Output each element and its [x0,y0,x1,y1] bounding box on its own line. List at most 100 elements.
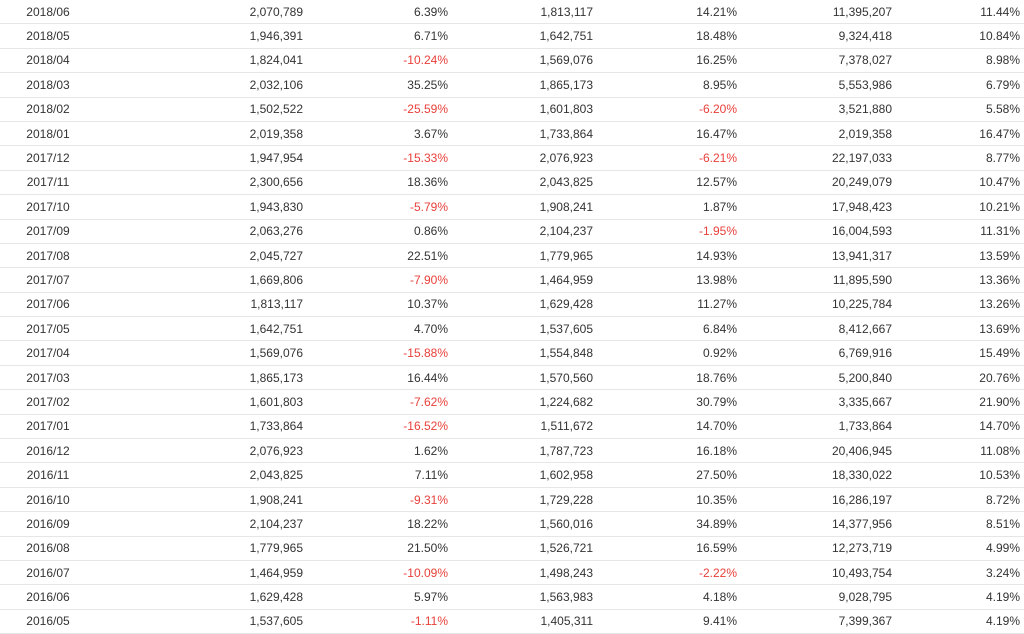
change-2-cell: 16.47% [593,121,737,147]
change-1-cell: -10.24% [303,48,448,74]
change-3-cell: 11.31% [892,219,1024,244]
value-3-cell: 18,330,022 [737,462,892,488]
table-row: 2016/10 1,908,241 -9.31% 1,729,228 10.35% 16,… [0,487,1024,513]
table-row: 2017/12 1,947,954 -15.33% 2,076,923 -6.21% 22… [0,145,1024,171]
value-2-cell: 1,908,241 [448,194,593,220]
change-3-cell: 13.59% [892,243,1024,269]
change-1-cell: -15.88% [303,340,448,366]
value-2-cell: 1,642,751 [448,23,593,49]
value-3-cell: 3,521,880 [737,97,892,122]
value-1-cell: 1,569,076 [96,340,303,366]
value-1-cell: 1,779,965 [96,536,303,561]
month-cell: 2017/03 [0,365,96,391]
table-row: 2017/02 1,601,803 -7.62% 1,224,682 30.79% 3,3… [0,389,1024,415]
value-1-cell: 2,043,825 [96,462,303,488]
change-2-cell: 14.21% [593,0,737,25]
value-3-cell: 16,004,593 [737,219,892,244]
value-2-cell: 1,787,723 [448,438,593,464]
change-3-cell: 20.76% [892,365,1024,391]
change-3-cell: 15.49% [892,340,1024,366]
change-1-cell: 10.37% [303,292,448,318]
table-row: 2016/06 1,629,428 5.97% 1,563,983 4.18% 9,028… [0,584,1024,610]
month-cell: 2017/12 [0,145,96,171]
month-cell: 2016/08 [0,536,96,561]
change-3-cell: 8.51% [892,511,1024,537]
change-3-cell: 11.44% [892,0,1024,25]
value-3-cell: 20,249,079 [737,170,892,196]
month-cell: 2016/09 [0,511,96,537]
change-2-cell: 18.76% [593,365,737,391]
value-3-cell: 7,378,027 [737,48,892,74]
value-2-cell: 1,554,848 [448,340,593,366]
value-3-cell: 11,395,207 [737,0,892,25]
value-3-cell: 11,895,590 [737,267,892,293]
change-1-cell: 21.50% [303,536,448,561]
change-2-cell: 12.57% [593,170,737,196]
month-cell: 2018/05 [0,23,96,49]
value-2-cell: 1,729,228 [448,487,593,513]
month-cell: 2017/07 [0,267,96,293]
change-2-cell: 4.18% [593,584,737,610]
value-2-cell: 2,043,825 [448,170,593,196]
month-cell: 2018/04 [0,48,96,74]
month-cell: 2018/06 [0,0,96,25]
change-2-cell: 18.48% [593,23,737,49]
change-2-cell: 14.93% [593,243,737,269]
month-cell: 2017/06 [0,292,96,318]
value-1-cell: 1,669,806 [96,267,303,293]
value-1-cell: 1,502,522 [96,97,303,122]
change-3-cell: 5.58% [892,97,1024,122]
change-3-cell: 8.77% [892,145,1024,171]
change-3-cell: 21.90% [892,389,1024,415]
value-1-cell: 2,063,276 [96,219,303,244]
value-2-cell: 1,464,959 [448,267,593,293]
change-2-cell: 27.50% [593,462,737,488]
change-3-cell: 4.19% [892,609,1024,634]
value-2-cell: 2,104,237 [448,219,593,244]
value-1-cell: 1,947,954 [96,145,303,171]
value-1-cell: 2,045,727 [96,243,303,269]
value-3-cell: 5,200,840 [737,365,892,391]
table-row: 2017/06 1,813,117 10.37% 1,629,428 11.27% 10,… [0,292,1024,318]
month-cell: 2016/12 [0,438,96,464]
table-row: 2017/11 2,300,656 18.36% 2,043,825 12.57% 20,… [0,170,1024,196]
value-1-cell: 1,813,117 [96,292,303,318]
value-2-cell: 1,570,560 [448,365,593,391]
change-3-cell: 6.79% [892,72,1024,98]
change-3-cell: 10.21% [892,194,1024,220]
change-2-cell: 30.79% [593,389,737,415]
change-2-cell: -6.21% [593,145,737,171]
change-1-cell: 18.36% [303,170,448,196]
table-row: 2017/10 1,943,830 -5.79% 1,908,241 1.87% 17,9… [0,194,1024,220]
value-3-cell: 9,028,795 [737,584,892,610]
change-3-cell: 8.98% [892,48,1024,74]
change-3-cell: 3.24% [892,560,1024,586]
table-row: 2018/06 2,070,789 6.39% 1,813,117 14.21% 11,3… [0,0,1024,25]
month-cell: 2017/04 [0,340,96,366]
value-3-cell: 22,197,033 [737,145,892,171]
change-1-cell: 6.71% [303,23,448,49]
change-1-cell: 16.44% [303,365,448,391]
value-1-cell: 2,070,789 [96,0,303,25]
change-1-cell: -9.31% [303,487,448,513]
table-row: 2018/01 2,019,358 3.67% 1,733,864 16.47% 2,01… [0,121,1024,147]
change-3-cell: 13.69% [892,316,1024,342]
month-cell: 2016/05 [0,609,96,634]
value-1-cell: 1,908,241 [96,487,303,513]
change-2-cell: 14.70% [593,414,737,440]
change-1-cell: 4.70% [303,316,448,342]
table-row: 2016/12 2,076,923 1.62% 1,787,723 16.18% 20,4… [0,438,1024,464]
value-1-cell: 1,537,605 [96,609,303,634]
value-2-cell: 1,498,243 [448,560,593,586]
change-2-cell: 16.59% [593,536,737,561]
value-2-cell: 1,537,605 [448,316,593,342]
change-1-cell: -25.59% [303,97,448,122]
value-3-cell: 20,406,945 [737,438,892,464]
value-3-cell: 10,493,754 [737,560,892,586]
value-2-cell: 1,779,965 [448,243,593,269]
table-row: 2017/03 1,865,173 16.44% 1,570,560 18.76% 5,2… [0,365,1024,391]
change-3-cell: 13.36% [892,267,1024,293]
value-1-cell: 1,733,864 [96,414,303,440]
